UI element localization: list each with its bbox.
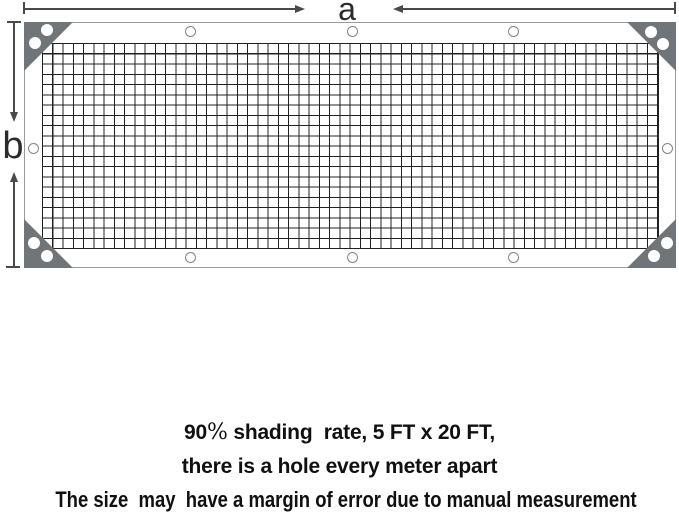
corner-grommet — [41, 250, 53, 262]
dim-a-right-line — [403, 8, 675, 10]
dim-a-right-tick — [674, 2, 676, 14]
dim-b-up-arrowhead-icon — [10, 172, 18, 182]
edge-grommet-bottom-1 — [185, 252, 196, 263]
percent-sign: % — [206, 420, 228, 445]
caption-line-3: The size may have a margin of error due … — [0, 484, 679, 516]
mesh-grid — [42, 43, 659, 249]
dim-b-down-arrowhead-icon — [10, 112, 18, 122]
caption-line-2: there is a hole every meter apart — [181, 455, 498, 478]
dim-a-right-arrowhead-icon — [295, 5, 305, 13]
corner-grommet — [41, 24, 53, 36]
corner-grommet — [657, 38, 669, 50]
caption-line-3-text: The size may have a margin of error due … — [55, 487, 637, 512]
caption-line-1: 90% shading rate, 5 FT x 20 FT, — [0, 416, 679, 450]
edge-grommet-left — [28, 143, 39, 154]
shading-rate-number: 90 — [184, 421, 207, 444]
edge-grommet-bottom-2 — [347, 252, 358, 263]
edge-grommet-top-2 — [347, 26, 358, 37]
tarp — [24, 22, 676, 268]
corner-grommet — [645, 26, 657, 38]
caption: 90% shading rate, 5 FT x 20 FT, there is… — [0, 416, 679, 516]
dimension-a-label: a — [338, 0, 356, 27]
dimension-b-label: b — [2, 125, 24, 167]
edge-grommet-top-1 — [185, 26, 196, 37]
edge-grommet-bottom-3 — [508, 252, 519, 263]
dim-b-bottom-line — [13, 181, 15, 267]
corner-grommet — [28, 237, 40, 249]
edge-grommet-top-3 — [508, 26, 519, 37]
dim-a-left-arrowhead-icon — [393, 5, 403, 13]
caption-line-1-rest: shading rate, 5 FT x 20 FT, — [227, 421, 495, 444]
corner-grommet — [29, 37, 41, 49]
corner-grommet — [648, 250, 660, 262]
dim-a-left-line — [24, 8, 295, 10]
edge-grommet-right — [662, 143, 673, 154]
corner-grommet — [661, 237, 673, 249]
dim-b-top-line — [13, 22, 15, 113]
dim-b-bottom-tick — [6, 266, 20, 268]
